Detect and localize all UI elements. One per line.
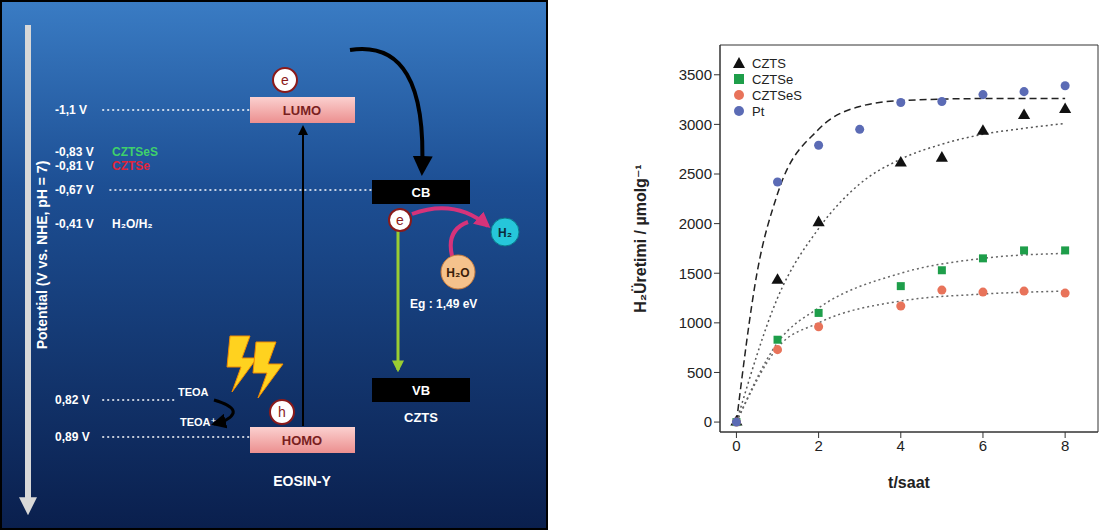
svg-text:2500: 2500 — [679, 165, 712, 182]
svg-text:HOMO: HOMO — [282, 433, 322, 448]
svg-text:-0,67 V: -0,67 V — [55, 183, 94, 197]
svg-text:2: 2 — [814, 437, 822, 454]
svg-text:e: e — [396, 212, 404, 228]
svg-text:TEOA: TEOA — [178, 386, 209, 398]
svg-text:1500: 1500 — [679, 265, 712, 282]
svg-text:500: 500 — [687, 364, 712, 381]
html-text:CZTSe: CZTSe — [752, 71, 794, 87]
html-text:CZTS: CZTS — [752, 55, 786, 71]
svg-text:h: h — [278, 404, 286, 420]
svg-text:6: 6 — [979, 437, 987, 454]
svg-text:VB: VB — [412, 383, 430, 398]
svg-text:CZTSeS: CZTSeS — [112, 145, 158, 159]
svg-text:Eg : 1,49 eV: Eg : 1,49 eV — [410, 297, 477, 311]
svg-text:CZTSe: CZTSe — [112, 159, 150, 173]
svg-text:t/saat: t/saat — [888, 474, 930, 491]
svg-text:3000: 3000 — [679, 116, 712, 133]
svg-text:0: 0 — [704, 413, 712, 430]
svg-text:-0,41 V: -0,41 V — [55, 217, 94, 231]
svg-text:TEOA⁺: TEOA⁺ — [180, 416, 217, 428]
svg-text:3500: 3500 — [679, 66, 712, 83]
svg-text:e: e — [281, 72, 289, 88]
svg-text:H₂Üretimi / µmolg⁻¹: H₂Üretimi / µmolg⁻¹ — [631, 164, 649, 312]
html-text:Pt: Pt — [752, 103, 765, 119]
svg-text:EOSIN-Y: EOSIN-Y — [273, 473, 331, 489]
svg-text:2000: 2000 — [679, 215, 712, 232]
html-text:CZTSeS: CZTSeS — [752, 87, 802, 103]
svg-text:1000: 1000 — [679, 314, 712, 331]
svg-text:-0,83 V: -0,83 V — [55, 145, 94, 159]
svg-text:8: 8 — [1061, 437, 1069, 454]
svg-text:H₂: H₂ — [498, 226, 512, 240]
svg-text:CZTS: CZTS — [404, 410, 438, 425]
svg-text:-1,1 V: -1,1 V — [55, 103, 87, 117]
svg-text:0,89 V: 0,89 V — [55, 430, 90, 444]
svg-text:-0,81 V: -0,81 V — [55, 159, 94, 173]
svg-text:H₂O: H₂O — [446, 266, 469, 280]
svg-text:Potential (V vs. NHE, pH = 7): Potential (V vs. NHE, pH = 7) — [34, 161, 50, 350]
svg-text:CB: CB — [412, 185, 431, 200]
svg-text:4: 4 — [897, 437, 905, 454]
svg-text:0: 0 — [732, 437, 740, 454]
svg-text:LUMO: LUMO — [283, 103, 321, 118]
svg-text:H₂O/H₂: H₂O/H₂ — [112, 217, 153, 231]
svg-text:0,82 V: 0,82 V — [55, 393, 90, 407]
